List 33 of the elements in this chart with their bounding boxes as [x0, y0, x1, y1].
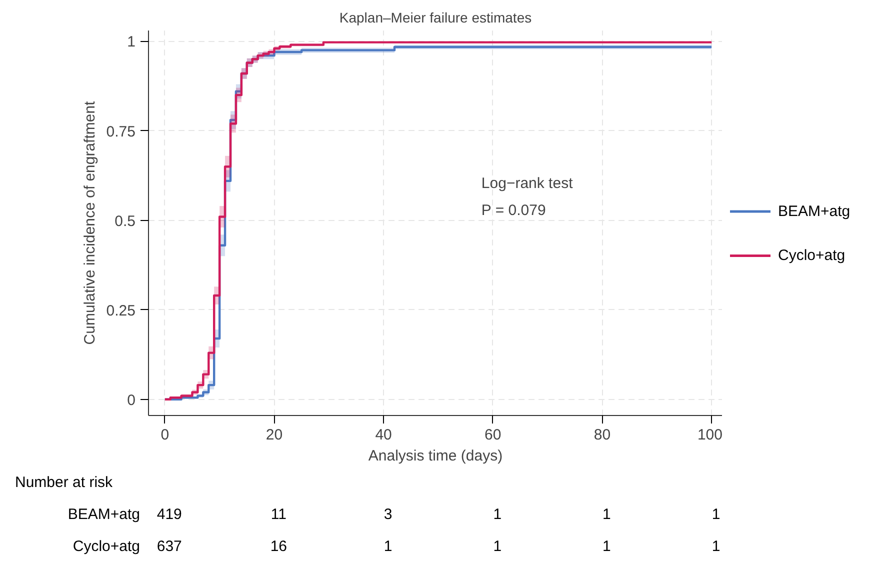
chart-title: Kaplan–Meier failure estimates	[339, 10, 532, 26]
text: 1	[712, 537, 720, 557]
x-tick-label: 20	[266, 426, 283, 444]
x-tick-label: 0	[160, 426, 170, 444]
y-tick-label: 1	[127, 34, 136, 51]
legend-label: BEAM+atg	[778, 202, 850, 220]
text: 16	[270, 537, 288, 557]
x-tick-label: 80	[594, 426, 611, 444]
y-tick-label: 0.75	[106, 123, 136, 140]
text: 3	[384, 505, 392, 525]
x-tick-label: 40	[375, 426, 392, 444]
y-tick-label: 0.5	[114, 212, 136, 230]
annotation: P = 0.079	[481, 202, 546, 220]
text: 11	[270, 505, 286, 525]
text: 419	[156, 505, 182, 525]
text: 1	[384, 537, 392, 557]
y-tick-label: 0	[127, 392, 136, 409]
x-tick-label: 60	[484, 426, 502, 444]
text: Number at risk	[15, 473, 113, 493]
text: 1	[602, 537, 611, 557]
text: 1	[493, 537, 502, 557]
text: BEAM+atg	[68, 505, 140, 525]
text: 1	[712, 505, 720, 525]
y-axis-title: Cumulative incidence of engraftment	[81, 100, 98, 345]
legend-label: Cyclo+atg	[778, 247, 846, 264]
text: Cyclo+atg	[72, 537, 140, 557]
x-axis-title: Analysis time (days)	[368, 448, 503, 464]
annotation: Log−rank test	[481, 175, 574, 192]
text: 1	[602, 505, 611, 525]
text: 637	[156, 537, 182, 557]
text: 1	[493, 505, 502, 525]
y-tick-label: 0.25	[106, 302, 136, 320]
x-tick-label: 100	[697, 426, 723, 444]
